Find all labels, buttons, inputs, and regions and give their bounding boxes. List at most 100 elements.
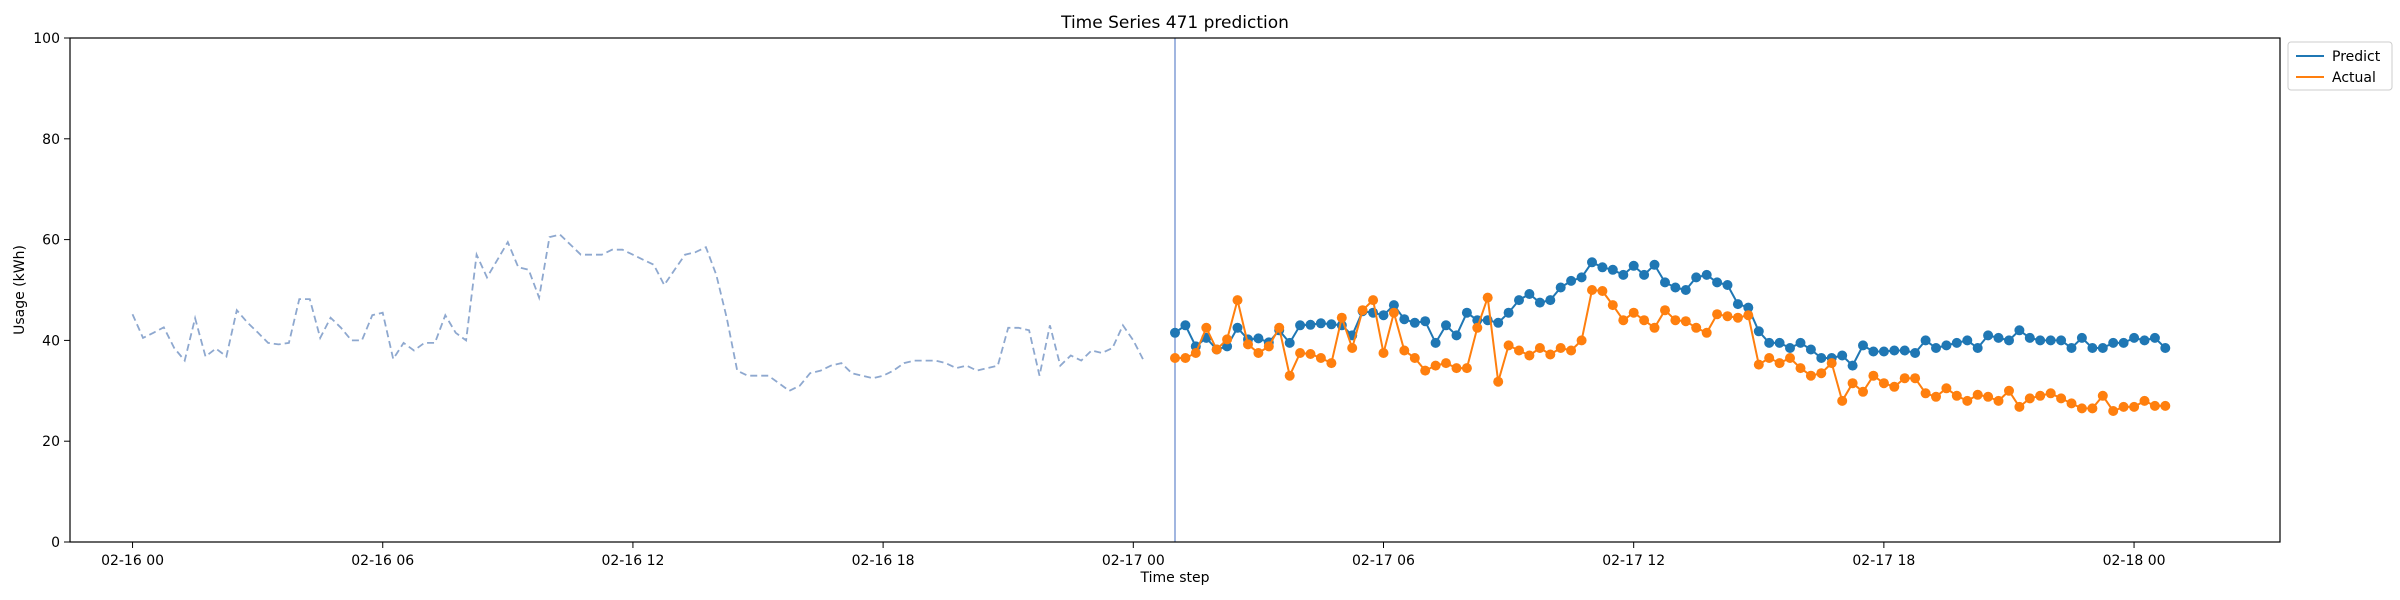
data-point-actual (1388, 307, 1399, 318)
data-point-actual (1263, 341, 1274, 352)
data-point-predict (1972, 343, 1983, 353)
data-point-predict (2066, 343, 2077, 353)
data-point-predict (1753, 326, 1764, 337)
data-point-predict (2108, 337, 2119, 348)
data-point-actual (1889, 381, 1900, 392)
chart-title: Time Series 471 prediction (1060, 13, 1289, 33)
legend-label-predict: Predict (2332, 49, 2381, 65)
data-point-predict (1566, 275, 1577, 286)
data-point-actual (2108, 406, 2119, 416)
data-point-actual (1357, 305, 1368, 316)
data-point-actual (2056, 393, 2067, 404)
data-point-predict (1180, 320, 1191, 331)
data-point-actual (1868, 370, 1879, 381)
data-point-actual (1628, 307, 1639, 318)
data-point-actual (2149, 400, 2160, 411)
data-point-actual (1597, 286, 1608, 296)
data-point-predict (1722, 280, 1733, 290)
data-point-actual (1430, 360, 1441, 371)
data-point-predict (1587, 257, 1597, 268)
data-point-predict (1576, 272, 1587, 283)
data-point-actual (1910, 373, 1921, 384)
data-point-actual (1607, 300, 1618, 311)
legend-label-actual: Actual (2332, 70, 2376, 86)
data-point-predict (1941, 340, 1952, 351)
data-point-actual (1399, 345, 1410, 356)
x-tick-label: 02-17 18 (1852, 553, 1915, 569)
x-axis: 02-16 00 02-16 06 02-16 12 02-16 18 02-17 00… (101, 542, 2166, 569)
data-point-predict (1420, 316, 1431, 327)
data-point-predict (1461, 307, 1472, 318)
x-tick-label: 02-17 12 (1602, 553, 1665, 569)
data-point-predict (1315, 318, 1326, 329)
y-axis-label: Usage (kWh) (12, 245, 28, 335)
data-point-actual (1232, 295, 1243, 306)
data-point-predict (2139, 335, 2150, 346)
data-point-actual (1493, 376, 1504, 387)
data-point-actual (1941, 383, 1952, 394)
data-point-actual (2045, 388, 2056, 399)
data-point-actual (1420, 365, 1431, 376)
data-point-predict (1305, 319, 1316, 330)
data-point-actual (1660, 305, 1670, 316)
data-point-actual (2014, 401, 2025, 412)
data-point-predict (2129, 332, 2140, 343)
data-point-actual (1774, 358, 1785, 369)
x-tick-label: 02-17 00 (1102, 553, 1165, 569)
data-point-predict (1774, 337, 1785, 348)
data-point-predict (1670, 282, 1681, 293)
data-point-actual (1805, 370, 1816, 381)
data-point-actual (1170, 353, 1180, 363)
data-point-actual (2004, 385, 2014, 396)
data-point-predict (1910, 348, 1921, 358)
data-point-predict (2118, 337, 2129, 348)
data-point-actual (1670, 315, 1681, 326)
x-tick-label: 02-16 06 (351, 553, 414, 569)
data-point-predict (1649, 259, 1660, 270)
data-point-actual (1972, 389, 1983, 400)
data-point-actual (1785, 353, 1795, 363)
data-point-actual (1587, 285, 1597, 295)
data-point-predict (1628, 260, 1639, 271)
legend: Predict Actual (2287, 41, 2393, 91)
data-point-predict (1993, 332, 2004, 343)
data-point-actual (1858, 386, 1868, 397)
data-point-actual (2076, 403, 2087, 414)
data-point-actual (1993, 395, 2004, 406)
data-point-actual (1305, 349, 1316, 359)
data-point-actual (1878, 378, 1889, 389)
data-point-predict (1816, 353, 1827, 363)
data-point-actual (1722, 311, 1733, 322)
data-point-predict (1785, 343, 1795, 353)
data-point-actual (1639, 315, 1650, 326)
data-point-predict (1524, 289, 1535, 299)
data-point-predict (1847, 360, 1858, 371)
data-point-actual (1180, 353, 1191, 363)
data-point-predict (1701, 269, 1712, 280)
data-point-predict (1691, 272, 1702, 283)
data-point-actual (1409, 353, 1420, 363)
data-point-predict (1899, 345, 1910, 356)
data-point-predict (2056, 335, 2067, 346)
y-axis: 0 20 40 60 80 100 (33, 31, 70, 551)
data-point-predict (1503, 307, 1514, 318)
data-point-predict (1441, 320, 1451, 331)
data-point-actual (2097, 390, 2108, 401)
x-tick-label: 02-16 00 (101, 553, 164, 569)
data-point-predict (1534, 297, 1545, 308)
data-point-actual (1764, 353, 1775, 363)
data-point-actual (1920, 388, 1931, 399)
plot-frame (69, 37, 2281, 543)
data-point-actual (2066, 398, 2077, 409)
x-tick-label: 02-16 18 (852, 553, 915, 569)
data-point-predict (1878, 346, 1889, 357)
data-point-actual (1482, 292, 1493, 303)
data-point-actual (1701, 327, 1712, 338)
data-point-actual (1243, 339, 1253, 350)
data-point-predict (1388, 300, 1399, 311)
data-point-predict (2045, 335, 2056, 346)
data-point-actual (1472, 322, 1483, 333)
data-point-actual (1378, 348, 1389, 358)
